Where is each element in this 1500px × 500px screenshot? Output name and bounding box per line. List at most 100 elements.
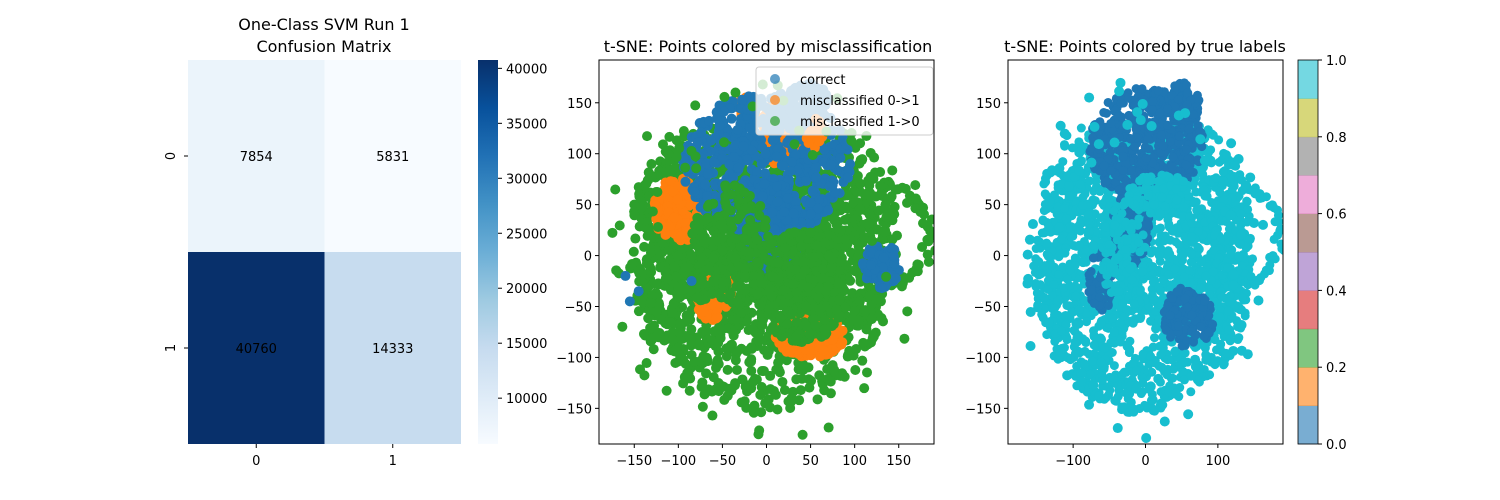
- colorbar-tick-label: 10000: [506, 392, 547, 407]
- scatter-point: [791, 331, 802, 342]
- scatter-point: [798, 359, 809, 370]
- scatter-point: [645, 297, 656, 308]
- y-tick-label: −100: [556, 351, 592, 366]
- scatter-point: [766, 290, 777, 301]
- scatter-point: [806, 375, 817, 386]
- scatter-point: [687, 228, 698, 239]
- scatter-point: [732, 296, 743, 307]
- scatter-point: [757, 191, 768, 202]
- scatter-point: [731, 364, 742, 375]
- scatter-point: [713, 386, 724, 397]
- scatter-point: [835, 152, 846, 163]
- scatter-point: [683, 262, 694, 273]
- scatter-point: [709, 326, 720, 337]
- scatter-point: [715, 333, 726, 344]
- scatter-point: [636, 296, 647, 307]
- scatter-point: [834, 265, 845, 276]
- scatter-point: [759, 344, 770, 355]
- scatter-point: [739, 270, 750, 281]
- scatter-point: [689, 186, 700, 197]
- scatter-point: [788, 278, 799, 289]
- scatter-point: [680, 176, 691, 187]
- scatter-point: [1147, 367, 1157, 377]
- scatter-point: [857, 258, 868, 269]
- scatter-point: [742, 203, 753, 214]
- scatter-point: [737, 94, 748, 105]
- scatter-point: [846, 135, 857, 146]
- x-tick-label: −150: [616, 454, 652, 469]
- scatter-point: [674, 143, 685, 154]
- heatmap-title-line-1: One-Class SVM Run 1: [238, 15, 409, 34]
- scatter-point: [789, 227, 800, 238]
- scatter-point: [879, 226, 890, 237]
- scatter-point: [680, 217, 691, 228]
- scatter-point: [866, 337, 877, 348]
- heatmap-colorbar: [478, 60, 498, 444]
- scatter-point: [812, 394, 823, 405]
- scatter-point: [721, 182, 732, 193]
- scatter-point: [719, 91, 730, 102]
- scatter-point: [686, 276, 697, 287]
- scatter-point: [607, 227, 618, 238]
- x-tick-label: 1: [389, 454, 397, 469]
- scatter-point: [917, 241, 928, 252]
- scatter-point: [693, 137, 704, 148]
- scatter2-plot-area: [1022, 77, 1283, 443]
- scatter-point: [798, 256, 809, 267]
- scatter-point: [887, 165, 898, 176]
- scatter-point: [805, 227, 816, 238]
- scatter-point: [866, 235, 877, 246]
- scatter-point: [727, 222, 738, 233]
- scatter-point: [638, 328, 649, 339]
- scatter-point: [626, 259, 637, 270]
- scatter-point: [786, 157, 797, 168]
- scatter-point: [797, 429, 808, 440]
- heatmap-cell-value: 7854: [240, 150, 273, 165]
- scatter-point: [730, 378, 741, 389]
- scatter-point: [686, 340, 697, 351]
- scatter-point: [862, 367, 873, 378]
- scatter-point: [708, 372, 719, 383]
- scatter-point: [861, 218, 872, 229]
- scatter-point: [851, 344, 862, 355]
- scatter-point: [752, 166, 763, 177]
- scatter-point: [770, 246, 781, 257]
- scatter-point: [669, 212, 680, 223]
- scatter-point: [777, 376, 788, 387]
- scatter-point: [692, 292, 703, 303]
- scatter-point: [730, 87, 741, 98]
- scatter-point: [818, 264, 829, 275]
- heatmap-title-line-2: Confusion Matrix: [256, 37, 391, 56]
- scatter-point: [866, 247, 877, 258]
- scatter-point: [801, 301, 812, 312]
- heatmap-cell: [324, 60, 461, 252]
- scatter-point: [614, 220, 625, 231]
- scatter-point: [780, 242, 791, 253]
- scatter-point: [840, 302, 851, 313]
- scatter-point: [825, 159, 836, 170]
- scatter-point: [642, 131, 653, 142]
- scatter-point: [752, 289, 763, 300]
- scatter-point: [736, 307, 747, 318]
- scatter-point: [791, 317, 802, 328]
- scatter-point: [671, 271, 682, 282]
- scatter-point: [789, 139, 800, 150]
- scatter-point: [701, 368, 712, 379]
- scatter-point: [661, 385, 672, 396]
- y-tick-label: 1: [164, 344, 179, 352]
- scatter-point: [890, 273, 901, 284]
- scatter-point: [823, 230, 834, 241]
- scatter-point: [698, 351, 709, 362]
- scatter-point: [788, 208, 799, 219]
- legend-frame: [755, 66, 934, 136]
- scatter-point: [814, 195, 825, 206]
- scatter-point: [757, 320, 768, 331]
- scatter-point: [709, 157, 720, 168]
- scatter-point: [850, 365, 861, 376]
- scatter-point: [686, 350, 697, 361]
- scatter-point: [902, 197, 913, 208]
- scatter-point: [926, 214, 934, 225]
- scatter-point: [803, 138, 814, 149]
- scatter-point: [669, 261, 680, 272]
